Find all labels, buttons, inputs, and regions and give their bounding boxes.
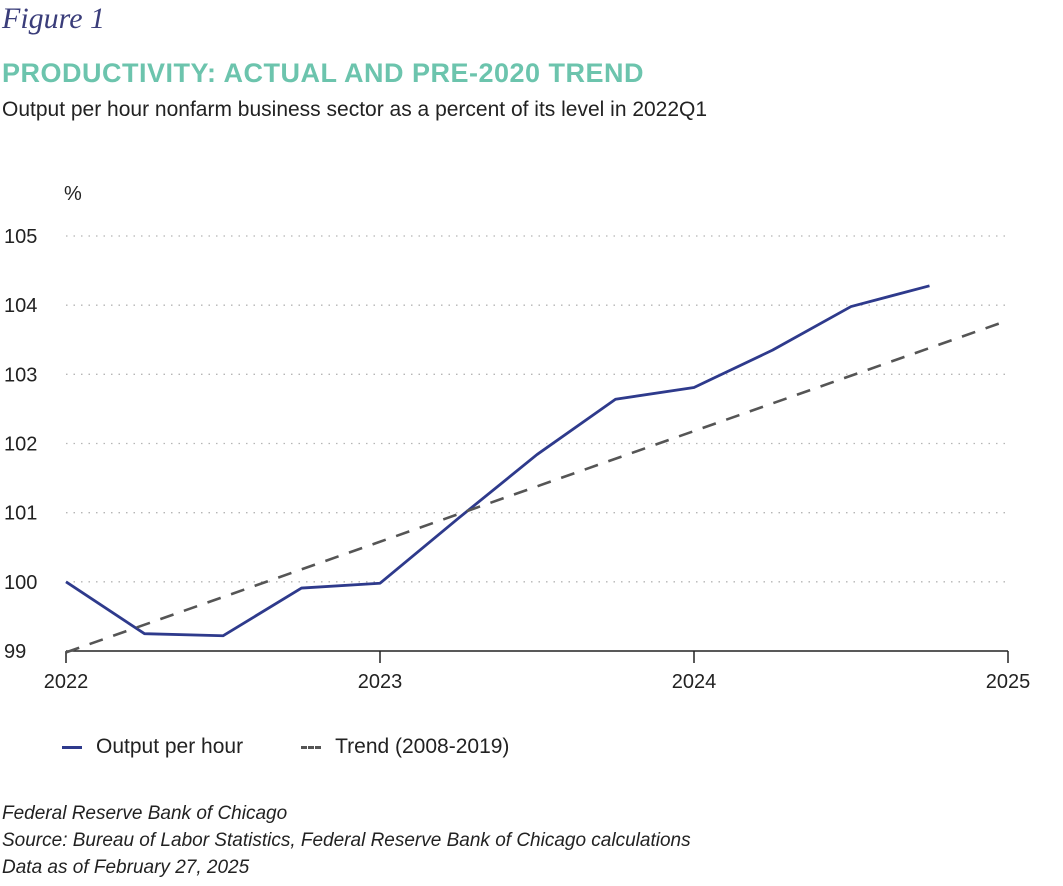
x-tick-label-2023: 2023 xyxy=(358,671,403,693)
chart-area: % 99 100 101 102 103 104 105 2022 2023 2024 2025 xyxy=(4,183,1031,693)
legend-label-output: Output per hour xyxy=(96,735,244,758)
y-tick-label-105: 105 xyxy=(4,226,37,248)
chart-title: PRODUCTIVITY: ACTUAL AND PRE-2020 TREND xyxy=(2,58,645,88)
footer-publisher: Federal Reserve Bank of Chicago xyxy=(2,803,288,824)
legend-label-trend: Trend (2008-2019) xyxy=(335,735,510,758)
figure-label: Figure 1 xyxy=(2,2,106,35)
y-tick-label-99: 99 xyxy=(4,641,26,663)
y-axis-unit-label: % xyxy=(64,183,82,205)
output-per-hour-line xyxy=(65,284,930,638)
x-tick-label-2024: 2024 xyxy=(672,671,717,693)
legend-item-trend: Trend (2008-2019) xyxy=(301,735,509,759)
legend: Output per hour Trend (2008-2019) xyxy=(62,733,567,761)
solid-line-swatch-icon xyxy=(62,745,82,749)
footer-date: Data as of February 27, 2025 xyxy=(2,857,250,878)
y-tick-label-104: 104 xyxy=(4,295,37,317)
x-tick-label-2022: 2022 xyxy=(44,671,89,693)
x-tick-label-2025: 2025 xyxy=(986,671,1031,693)
legend-item-output: Output per hour xyxy=(62,735,243,759)
footer-source: Source: Bureau of Labor Statistics, Fede… xyxy=(2,830,691,851)
y-tick-label-100: 100 xyxy=(4,572,37,594)
y-tick-label-103: 103 xyxy=(4,364,37,386)
trend-line xyxy=(65,319,1009,654)
y-tick-label-101: 101 xyxy=(4,503,37,525)
footer: Federal Reserve Bank of Chicago Source: … xyxy=(2,800,691,881)
y-tick-label-102: 102 xyxy=(4,434,37,456)
chart-subtitle: Output per hour nonfarm business sector … xyxy=(2,98,708,121)
dashed-line-swatch-icon xyxy=(301,745,322,749)
